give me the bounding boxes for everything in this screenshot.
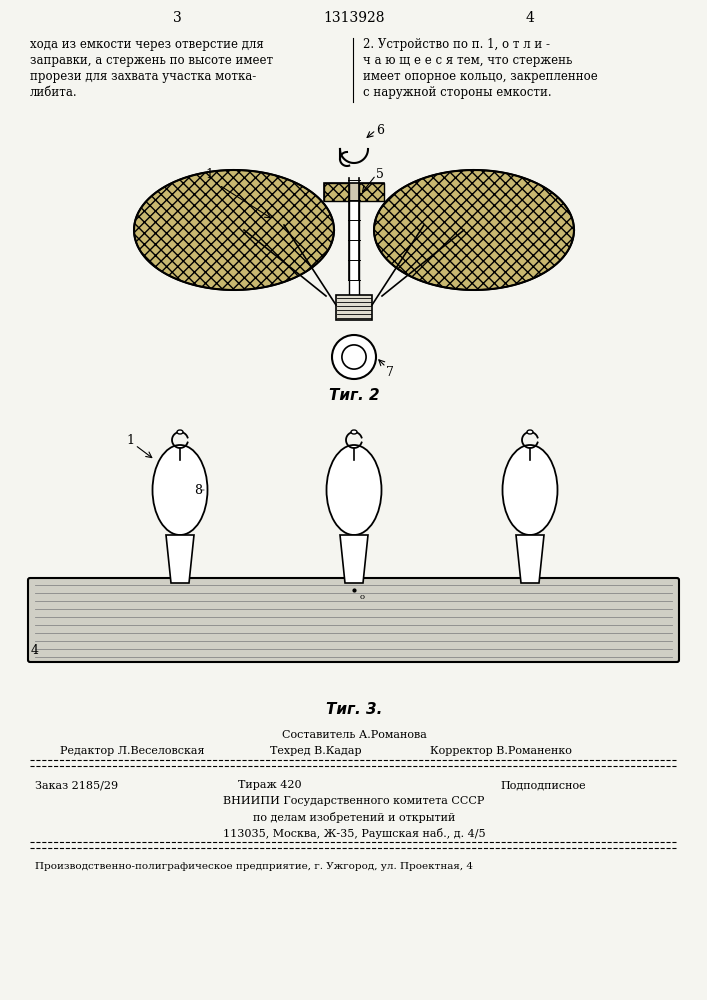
Text: 2. Устройство по п. 1, о т л и -: 2. Устройство по п. 1, о т л и -: [363, 38, 550, 51]
FancyBboxPatch shape: [349, 198, 359, 310]
FancyBboxPatch shape: [28, 578, 679, 662]
Text: ВНИИПИ Государственного комитета СССР: ВНИИПИ Государственного комитета СССР: [223, 796, 485, 806]
Text: либита.: либита.: [30, 86, 78, 99]
Text: 1: 1: [126, 434, 134, 446]
Text: Редактор Л.Веселовская: Редактор Л.Веселовская: [60, 746, 204, 756]
Text: Τиг. 3.: Τиг. 3.: [326, 702, 382, 718]
Text: 113035, Москва, Ж-35, Раушская наб., д. 4/5: 113035, Москва, Ж-35, Раушская наб., д. …: [223, 828, 485, 839]
Ellipse shape: [351, 430, 357, 434]
Text: ч а ю щ е е с я тем, что стержень: ч а ю щ е е с я тем, что стержень: [363, 54, 573, 67]
Ellipse shape: [503, 445, 558, 535]
FancyBboxPatch shape: [336, 295, 372, 320]
FancyBboxPatch shape: [324, 183, 384, 201]
Text: по делам изобретений и открытий: по делам изобретений и открытий: [253, 812, 455, 823]
Text: o: o: [360, 593, 365, 601]
Text: 1313928: 1313928: [323, 11, 385, 25]
Text: 4: 4: [525, 11, 534, 25]
Text: Техред В.Кадар: Техред В.Кадар: [270, 746, 361, 756]
Text: 3: 3: [173, 11, 182, 25]
Text: Производственно-полиграфическое предприятие, г. Ужгород, ул. Проектная, 4: Производственно-полиграфическое предприя…: [35, 862, 473, 871]
Ellipse shape: [153, 445, 207, 535]
Text: 1: 1: [205, 168, 213, 182]
Text: с наружной стороны емкости.: с наружной стороны емкости.: [363, 86, 551, 99]
Polygon shape: [374, 170, 574, 290]
Ellipse shape: [177, 430, 183, 434]
Text: Подподписное: Подподписное: [500, 780, 585, 790]
Text: заправки, а стержень по высоте имеет: заправки, а стержень по высоте имеет: [30, 54, 273, 67]
FancyBboxPatch shape: [359, 183, 384, 201]
Polygon shape: [134, 170, 334, 290]
Polygon shape: [340, 535, 368, 583]
Circle shape: [332, 335, 376, 379]
Text: Корректор В.Романенко: Корректор В.Романенко: [430, 746, 572, 756]
Ellipse shape: [527, 430, 533, 434]
FancyBboxPatch shape: [324, 183, 349, 201]
Text: 8: 8: [194, 484, 202, 496]
Text: 4: 4: [31, 644, 39, 656]
Ellipse shape: [327, 445, 382, 535]
Text: Тираж 420: Тираж 420: [238, 780, 302, 790]
Text: Составитель А.Романова: Составитель А.Романова: [281, 730, 426, 740]
Text: 7: 7: [386, 365, 394, 378]
Polygon shape: [516, 535, 544, 583]
Circle shape: [342, 345, 366, 369]
Text: имеет опорное кольцо, закрепленное: имеет опорное кольцо, закрепленное: [363, 70, 597, 83]
Text: прорези для захвата участка мотка-: прорези для захвата участка мотка-: [30, 70, 256, 83]
Polygon shape: [166, 535, 194, 583]
Text: Заказ 2185/29: Заказ 2185/29: [35, 780, 118, 790]
Text: Τиг. 2: Τиг. 2: [329, 387, 380, 402]
Text: 6: 6: [376, 123, 384, 136]
Text: 5: 5: [376, 168, 384, 182]
Text: хода из емкости через отверстие для: хода из емкости через отверстие для: [30, 38, 264, 51]
